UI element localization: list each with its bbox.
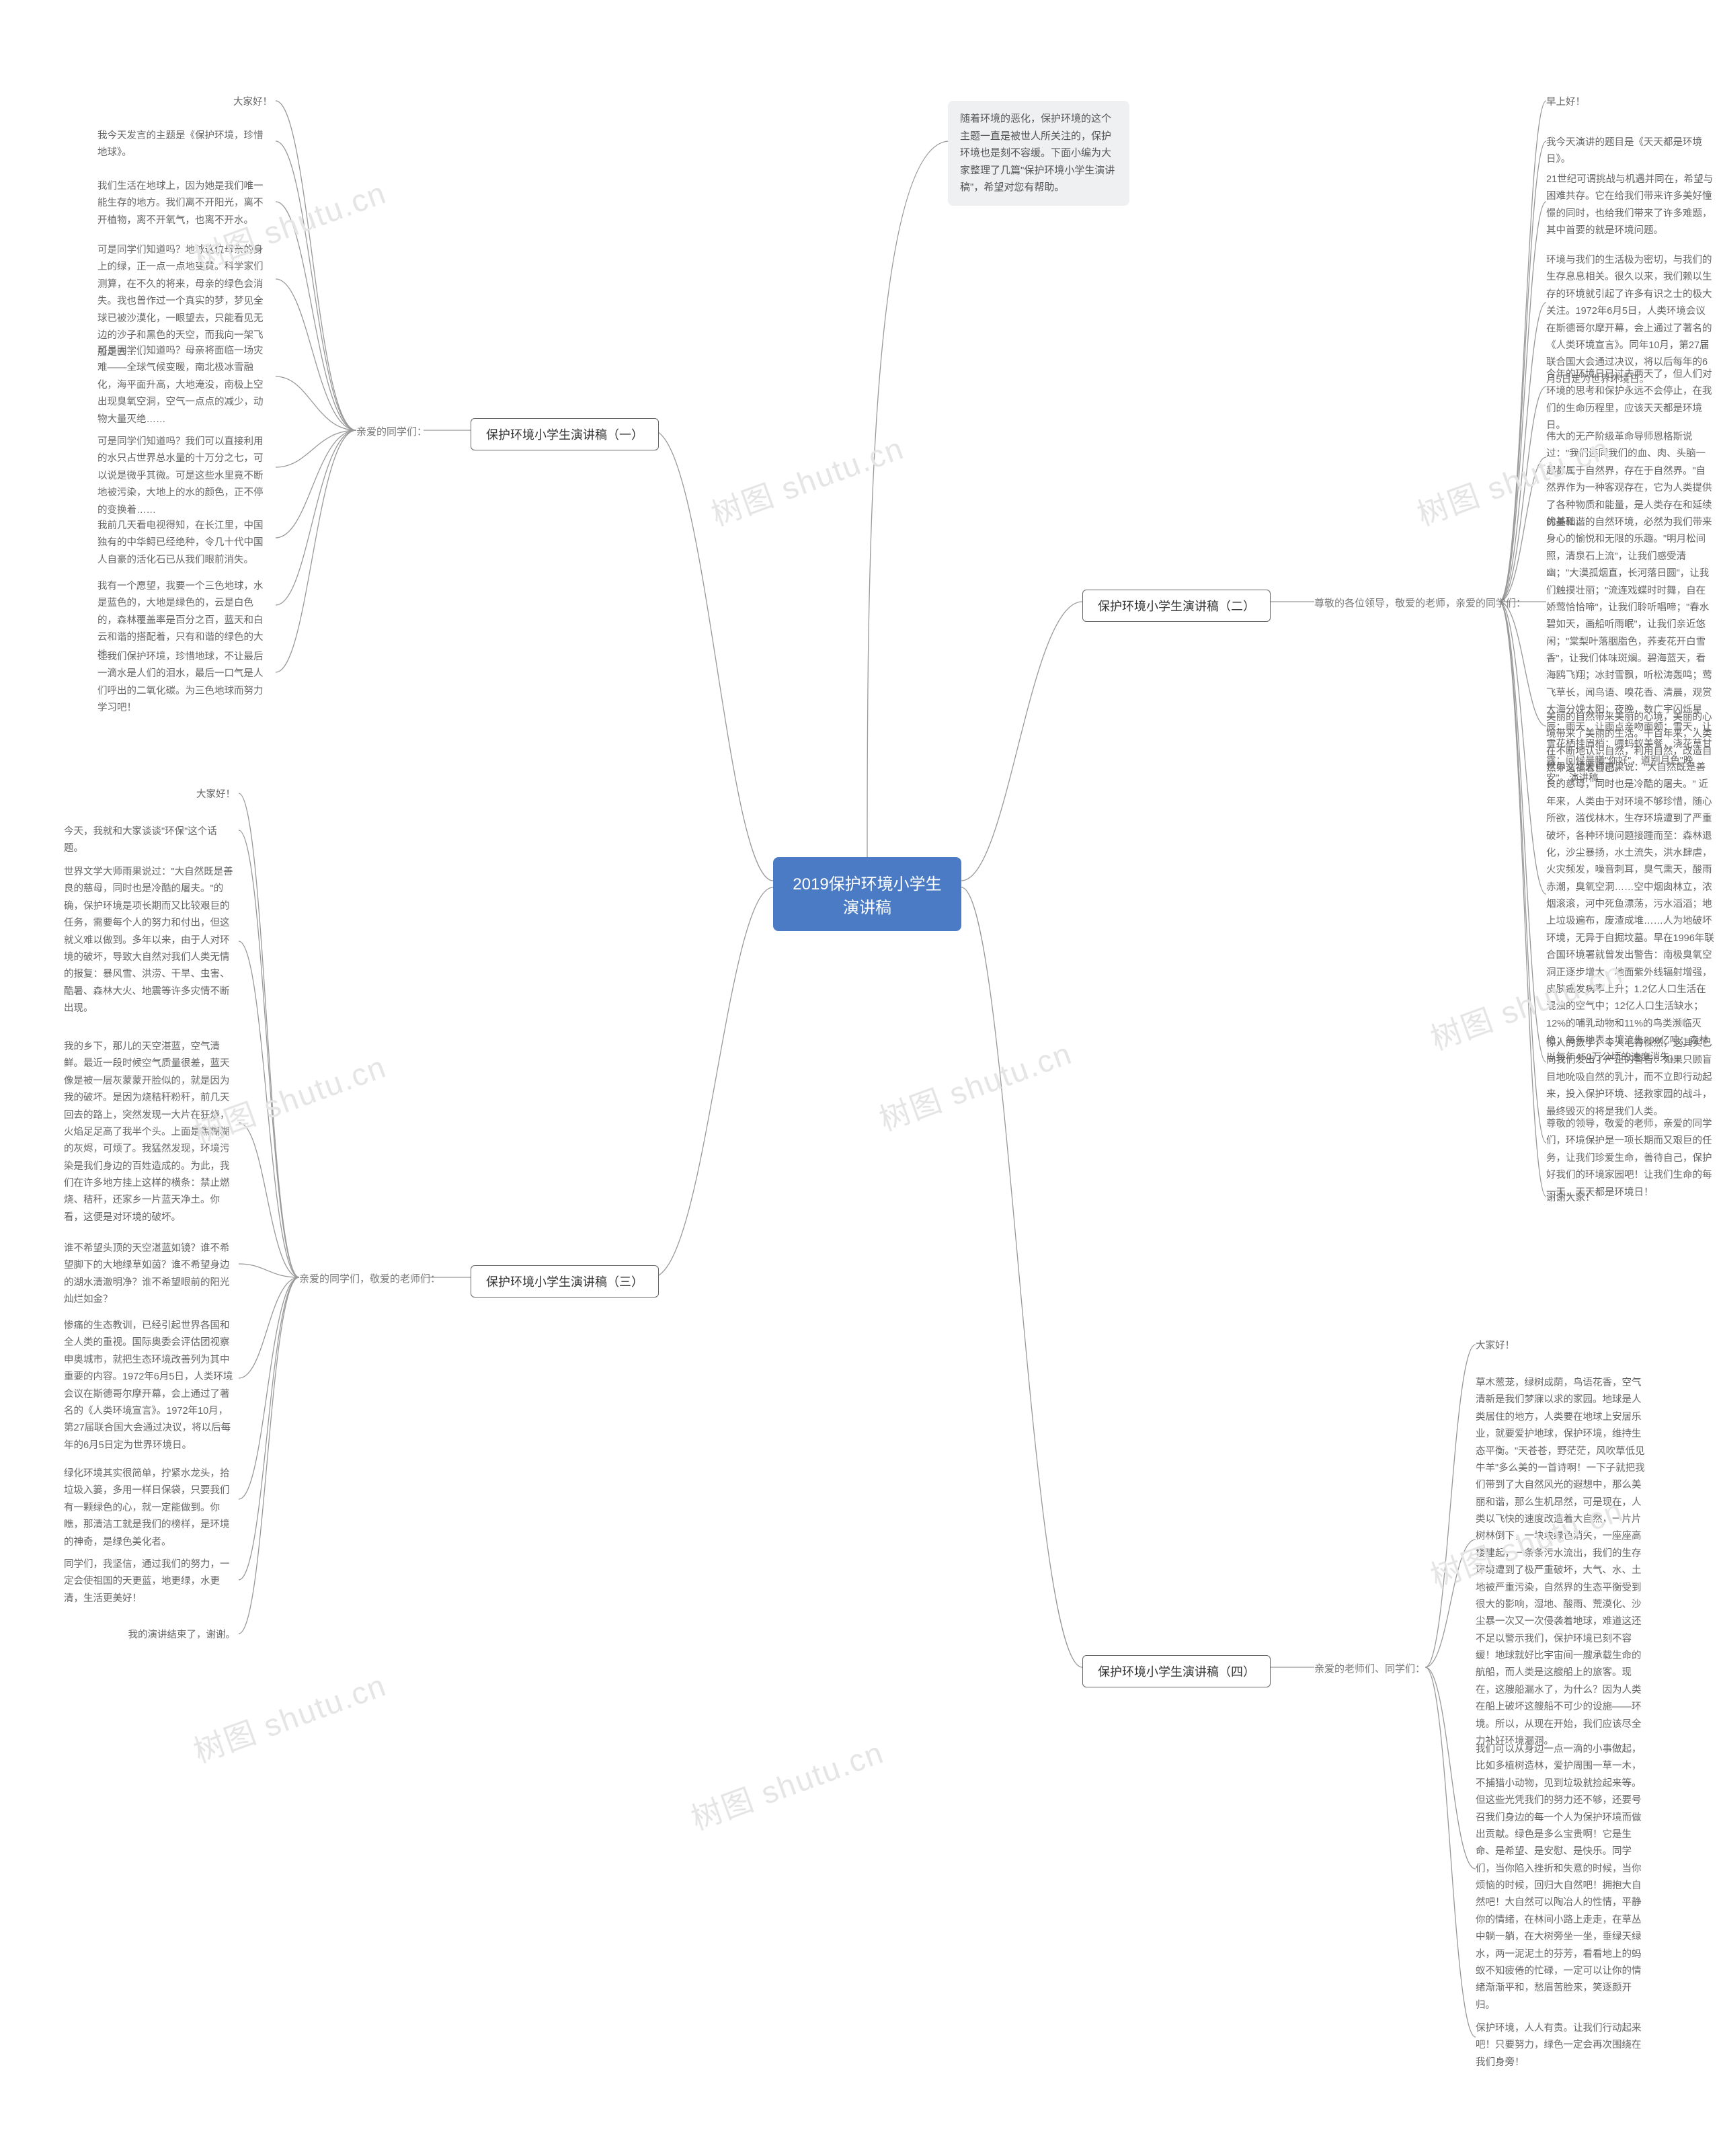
s3-leaf: 大家好！ [64,787,235,803]
section-1-title: 保护环境小学生演讲稿（一） [471,418,659,450]
section-4-salutation: 亲爱的老师们、同学们： [1314,1661,1425,1675]
s4-leaf: 保护环境，人人有责。让我们行动起来吧！只要努力，绿色一定会再次围绕在我们身旁！ [1476,2020,1650,2071]
s4-leaf: 大家好！ [1476,1338,1650,1355]
s1-leaf: 我前几天看电视得知，在长江里，中国独有的中华鲟已经绝种，令几十代中国人自豪的活化… [97,518,272,569]
s2-leaf: 世界文学大师雨果说："大自然既是善良的慈母，同时也是冷酷的屠夫。" 近年来，人类… [1546,760,1714,1067]
s3-leaf: 惨痛的生态教训，已经引起世界各国和全人类的重视。国际奥委会评估团视察申奥城市，就… [64,1318,235,1454]
s1-leaf: 我们生活在地球上，因为她是我们唯一能生存的地方。我们离不开阳光，离不开植物，离不… [97,178,272,229]
s1-leaf: 可是同学们知道吗？我们可以直接利用的水只占世界总水量的十万分之七，可以说是微乎其… [97,434,272,519]
s2-leaf: 今年的环境日已过去两天了，但人们对环境的思考和保护永远不会停止，在我们的生命历程… [1546,366,1714,435]
section-2-title: 保护环境小学生演讲稿（二） [1082,590,1271,622]
s2-leaf: 21世纪可谓挑战与机遇并同在，希望与困难共存。它在给我们带来许多美好憧憬的同时，… [1546,171,1714,240]
section-1-salutation: 亲爱的同学们： [356,424,427,438]
s3-leaf: 今天，我就和大家谈谈"环保"这个话题。 [64,824,235,858]
s2-leaf: 惊人的数字，令人毛骨悚然，这其实已向我们发出了严正的警告：如果只顾盲目地吮吸自然… [1546,1035,1714,1121]
s2-leaf: 尊敬的领导，敬爱的老师，亲爱的同学们，环境保护是一项长期而又艰巨的任务，让我们珍… [1546,1116,1714,1201]
s4-leaf: 草木葱茏，绿树成荫，鸟语花香，空气清新是我们梦寐以求的家园。地球是人类居住的地方… [1476,1375,1650,1750]
s4-leaf: 我们可以从身边一点一滴的小事做起，比如多植树造林，爱护周围一草一木，不捕猎小动物… [1476,1741,1650,2014]
s2-leaf: 我今天演讲的题目是《天天都是环境日》。 [1546,134,1714,169]
s1-leaf: 可是同学们知道吗？母亲将面临一场灾难——全球气候变暖，南北极冰雪融化，海平面升高… [97,343,272,428]
watermark: 树图 shutu.cn [684,1728,889,1839]
s1-leaf: 大家好！ [97,94,272,111]
watermark: 树图 shutu.cn [705,424,910,535]
section-3-title: 保护环境小学生演讲稿（三） [471,1265,659,1297]
s1-leaf: 让我们保护环境，珍惜地球，不让最后一滴水是人们的泪水，最后一口气是人们呼出的二氧… [97,649,272,717]
section-3-salutation: 亲爱的同学们，敬爱的老师们： [299,1271,440,1285]
s1-leaf: 我今天发言的主题是《保护环境，珍惜地球》。 [97,128,272,162]
watermark: 树图 shutu.cn [873,1029,1078,1140]
description-box: 随着环境的恶化，保护环境的这个主题一直是被世人所关注的，保护环境也是刻不容缓。下… [948,101,1129,206]
s3-leaf: 谁不希望头顶的天空湛蓝如镜？谁不希望脚下的大地绿草如茵？谁不希望身边的湖水清澈明… [64,1240,235,1309]
root-node: 2019保护环境小学生演讲稿 [773,857,961,931]
s3-leaf: 同学们，我坚信，通过我们的努力，一定会使祖国的天更蓝，地更绿，水更清，生活更美好… [64,1556,235,1607]
s3-leaf: 世界文学大师雨果说过："大自然既是善良的慈母，同时也是冷酷的屠夫。"的确，保护环… [64,864,235,1017]
section-2-salutation: 尊敬的各位领导，敬爱的老师，亲爱的同学们： [1314,596,1526,610]
s3-leaf: 我的演讲结束了，谢谢。 [64,1627,235,1644]
section-4-title: 保护环境小学生演讲稿（四） [1082,1655,1271,1687]
s2-leaf: 谢谢大家！ [1546,1190,1714,1207]
s2-leaf: 早上好！ [1546,94,1714,111]
watermark: 树图 shutu.cn [187,1661,392,1772]
s3-leaf: 我的乡下，那儿的天空湛蓝，空气清鲜。最近一段时候空气质量很差，蓝天像是被一层灰蒙… [64,1039,235,1226]
s3-leaf: 绿化环境其实很简单，拧紧水龙头，拾垃圾入篓，多用一样日保袋，只要我们有一颗绿色的… [64,1466,235,1551]
